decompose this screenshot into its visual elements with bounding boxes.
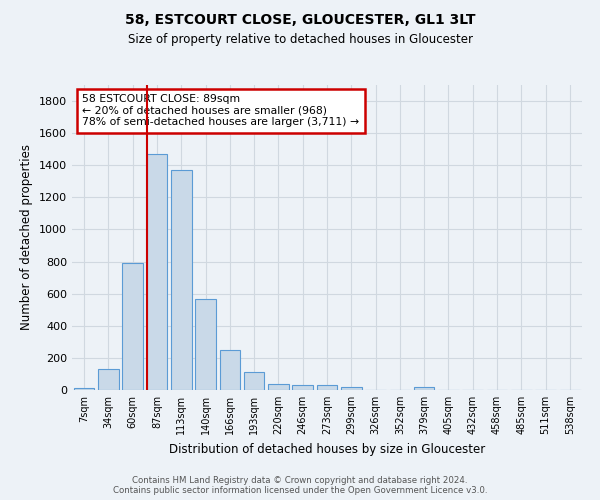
Bar: [292, 385, 313, 390]
Bar: [341, 387, 362, 390]
Text: Size of property relative to detached houses in Gloucester: Size of property relative to detached ho…: [128, 32, 473, 46]
Bar: [98, 369, 119, 390]
Text: 58 ESTCOURT CLOSE: 89sqm
← 20% of detached houses are smaller (968)
78% of semi-: 58 ESTCOURT CLOSE: 89sqm ← 20% of detach…: [82, 94, 359, 128]
Bar: [171, 170, 191, 390]
X-axis label: Distribution of detached houses by size in Gloucester: Distribution of detached houses by size …: [169, 442, 485, 456]
Bar: [146, 154, 167, 390]
Bar: [268, 384, 289, 390]
Bar: [74, 388, 94, 390]
Bar: [220, 350, 240, 390]
Bar: [317, 385, 337, 390]
Text: 58, ESTCOURT CLOSE, GLOUCESTER, GL1 3LT: 58, ESTCOURT CLOSE, GLOUCESTER, GL1 3LT: [125, 12, 475, 26]
Text: Contains HM Land Registry data © Crown copyright and database right 2024.
Contai: Contains HM Land Registry data © Crown c…: [113, 476, 487, 495]
Bar: [195, 300, 216, 390]
Bar: [122, 263, 143, 390]
Bar: [414, 387, 434, 390]
Y-axis label: Number of detached properties: Number of detached properties: [20, 144, 34, 330]
Bar: [244, 372, 265, 390]
